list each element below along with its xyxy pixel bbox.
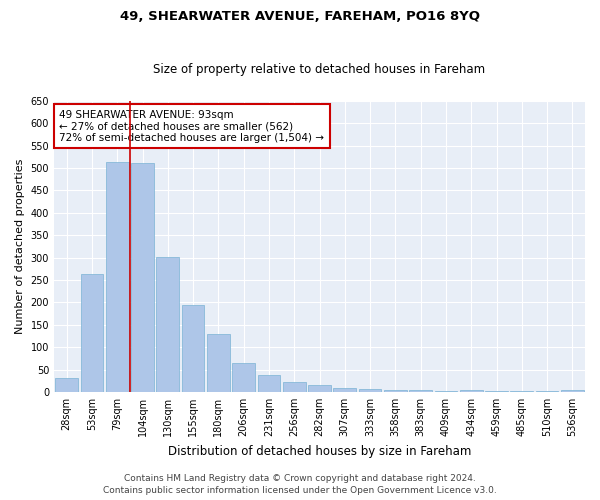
Text: 49 SHEARWATER AVENUE: 93sqm
← 27% of detached houses are smaller (562)
72% of se: 49 SHEARWATER AVENUE: 93sqm ← 27% of det… — [59, 110, 325, 142]
Text: Contains HM Land Registry data © Crown copyright and database right 2024.
Contai: Contains HM Land Registry data © Crown c… — [103, 474, 497, 495]
Bar — [232, 364, 255, 392]
Bar — [384, 390, 407, 392]
Bar — [157, 256, 179, 392]
Bar — [55, 378, 78, 392]
Bar — [359, 389, 382, 392]
Title: Size of property relative to detached houses in Fareham: Size of property relative to detached ho… — [154, 63, 485, 76]
Bar — [283, 382, 305, 392]
Bar — [308, 385, 331, 392]
Bar — [257, 376, 280, 392]
Bar — [80, 274, 103, 392]
Text: 49, SHEARWATER AVENUE, FAREHAM, PO16 8YQ: 49, SHEARWATER AVENUE, FAREHAM, PO16 8YQ — [120, 10, 480, 23]
Y-axis label: Number of detached properties: Number of detached properties — [15, 158, 25, 334]
Bar — [409, 390, 432, 392]
Bar — [131, 163, 154, 392]
Bar — [106, 162, 128, 392]
X-axis label: Distribution of detached houses by size in Fareham: Distribution of detached houses by size … — [168, 444, 471, 458]
Bar — [460, 390, 482, 392]
Bar — [561, 390, 584, 392]
Bar — [207, 334, 230, 392]
Bar — [182, 305, 205, 392]
Bar — [334, 388, 356, 392]
